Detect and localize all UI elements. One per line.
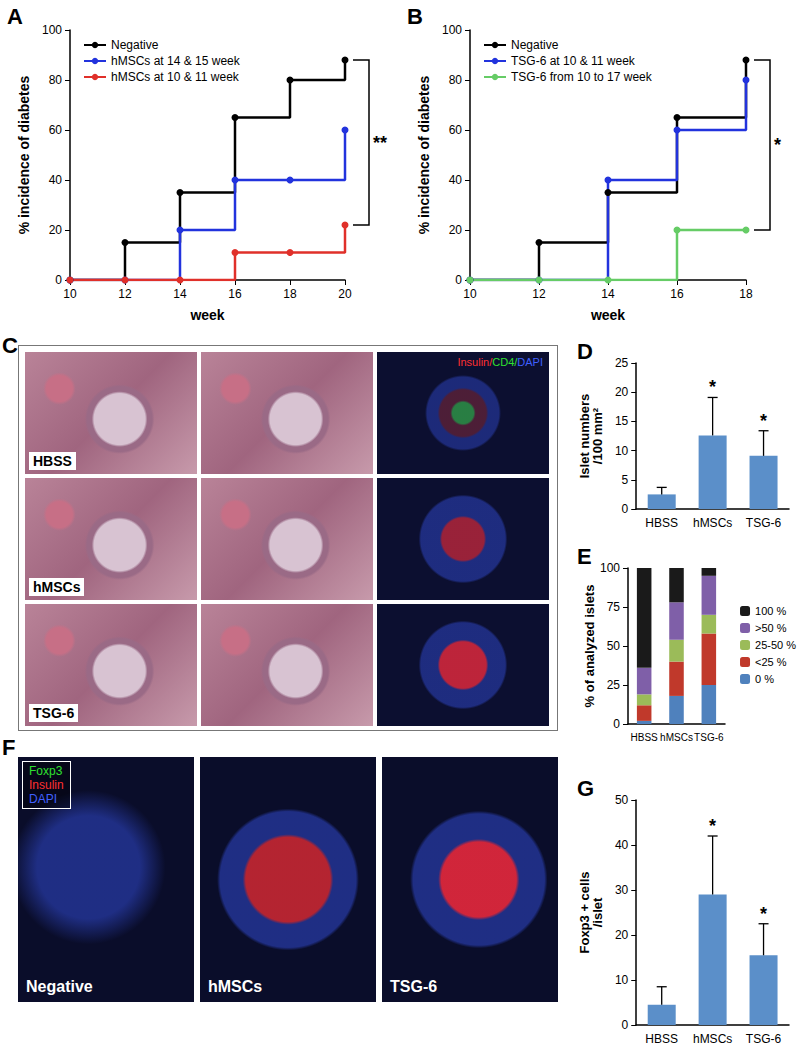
svg-text:75: 75	[607, 600, 621, 614]
svg-text:hMSCs at 14 & 15 week: hMSCs at 14 & 15 week	[111, 54, 241, 68]
svg-text:15: 15	[615, 414, 629, 428]
svg-text:*: *	[774, 135, 781, 155]
html-text:hMSCs: hMSCs	[208, 978, 263, 995]
svg-text:A: A	[7, 4, 23, 29]
svg-text:TSG-6 from 10 to 17 week: TSG-6 from 10 to 17 week	[511, 70, 653, 84]
svg-text:60: 60	[49, 123, 63, 137]
svg-text:40: 40	[615, 838, 629, 852]
html-text:hMSCs: hMSCs	[33, 579, 81, 595]
svg-text:D: D	[577, 339, 593, 364]
svg-text:0: 0	[613, 717, 620, 731]
svg-text:25: 25	[615, 356, 629, 370]
svg-text:TSG-6 at 10 & 11 week: TSG-6 at 10 & 11 week	[511, 54, 636, 68]
html-text:C: C	[2, 333, 18, 358]
svg-text:5: 5	[622, 473, 629, 487]
svg-text:/islet: /islet	[590, 897, 605, 927]
svg-text:16: 16	[670, 287, 684, 301]
html-text:F: F	[2, 735, 16, 760]
svg-text:100: 100	[442, 23, 462, 37]
html-text:Foxp3: Foxp3	[29, 764, 63, 778]
svg-text:E: E	[577, 544, 592, 569]
svg-text:20: 20	[49, 223, 63, 237]
svg-text:0: 0	[55, 273, 62, 287]
svg-text:G: G	[577, 776, 594, 801]
svg-text:0: 0	[622, 1018, 629, 1032]
svg-text:25-50 %: 25-50 %	[755, 639, 796, 651]
svg-text:12: 12	[118, 287, 132, 301]
html-text:Insulin/ CD4/ DAPI: Insulin/ CD4/ DAPI	[457, 356, 543, 368]
svg-text:Islet numbers: Islet numbers	[577, 393, 592, 479]
svg-text:>50 %: >50 %	[755, 622, 787, 634]
svg-text:0: 0	[455, 273, 462, 287]
svg-text:14: 14	[601, 287, 615, 301]
svg-text:HBSS: HBSS	[645, 1032, 678, 1046]
svg-text:10: 10	[615, 444, 629, 458]
svg-text:60: 60	[449, 123, 463, 137]
svg-text:Negative: Negative	[511, 38, 559, 52]
html-text:TSG-6: TSG-6	[390, 978, 438, 995]
svg-text:100 %: 100 %	[755, 605, 786, 617]
svg-text:40: 40	[449, 173, 463, 187]
svg-text:100: 100	[600, 561, 620, 575]
svg-text:100: 100	[42, 23, 62, 37]
svg-text:hMSCs: hMSCs	[660, 732, 693, 743]
svg-text:10: 10	[615, 973, 629, 987]
svg-text:TSG-6: TSG-6	[694, 732, 724, 743]
svg-text:12: 12	[532, 287, 546, 301]
svg-text:20: 20	[615, 928, 629, 942]
svg-text:20: 20	[338, 287, 352, 301]
svg-text:*: *	[709, 816, 716, 836]
svg-text:/100 mm²: /100 mm²	[590, 407, 605, 464]
svg-text:*: *	[760, 411, 767, 431]
svg-text:Negative: Negative	[111, 38, 159, 52]
html-text:Negative: Negative	[26, 978, 93, 995]
svg-text:*: *	[709, 377, 716, 397]
svg-text:**: **	[373, 133, 387, 153]
svg-text:0 %: 0 %	[755, 673, 774, 685]
svg-text:week: week	[189, 307, 224, 323]
svg-text:TSG-6: TSG-6	[746, 516, 782, 530]
svg-text:% incidence of diabetes: % incidence of diabetes	[16, 75, 32, 234]
svg-text:B: B	[407, 4, 423, 29]
html-text:DAPI: DAPI	[29, 792, 57, 806]
svg-text:TSG-6: TSG-6	[746, 1032, 782, 1046]
svg-text:14: 14	[173, 287, 187, 301]
html-text:TSG-6: TSG-6	[33, 705, 75, 721]
svg-text:10: 10	[463, 287, 477, 301]
svg-text:20: 20	[615, 385, 629, 399]
svg-text:hMSCs: hMSCs	[693, 516, 732, 530]
svg-text:Foxp3 + cells: Foxp3 + cells	[577, 871, 592, 954]
svg-text:hMSCs at 10 & 11 week: hMSCs at 10 & 11 week	[111, 70, 240, 84]
svg-text:*: *	[760, 904, 767, 924]
svg-text:% incidence of diabetes: % incidence of diabetes	[416, 75, 432, 234]
svg-text:20: 20	[449, 223, 463, 237]
svg-text:18: 18	[283, 287, 297, 301]
svg-text:HBSS: HBSS	[631, 732, 659, 743]
svg-text:0: 0	[622, 502, 629, 516]
svg-text:50: 50	[607, 639, 621, 653]
html-text:Insulin: Insulin	[29, 778, 64, 792]
svg-text:<25 %: <25 %	[755, 656, 787, 668]
svg-text:50: 50	[615, 793, 629, 807]
svg-text:18: 18	[739, 287, 753, 301]
svg-text:40: 40	[49, 173, 63, 187]
svg-text:25: 25	[607, 678, 621, 692]
svg-text:% of analyzed islets: % of analyzed islets	[582, 585, 597, 708]
svg-text:16: 16	[228, 287, 242, 301]
svg-text:80: 80	[49, 73, 63, 87]
svg-text:80: 80	[449, 73, 463, 87]
svg-text:30: 30	[615, 883, 629, 897]
svg-text:week: week	[590, 307, 625, 323]
svg-text:hMSCs: hMSCs	[693, 1032, 732, 1046]
svg-text:HBSS: HBSS	[645, 516, 678, 530]
svg-text:10: 10	[63, 287, 77, 301]
html-text:HBSS: HBSS	[33, 453, 72, 469]
